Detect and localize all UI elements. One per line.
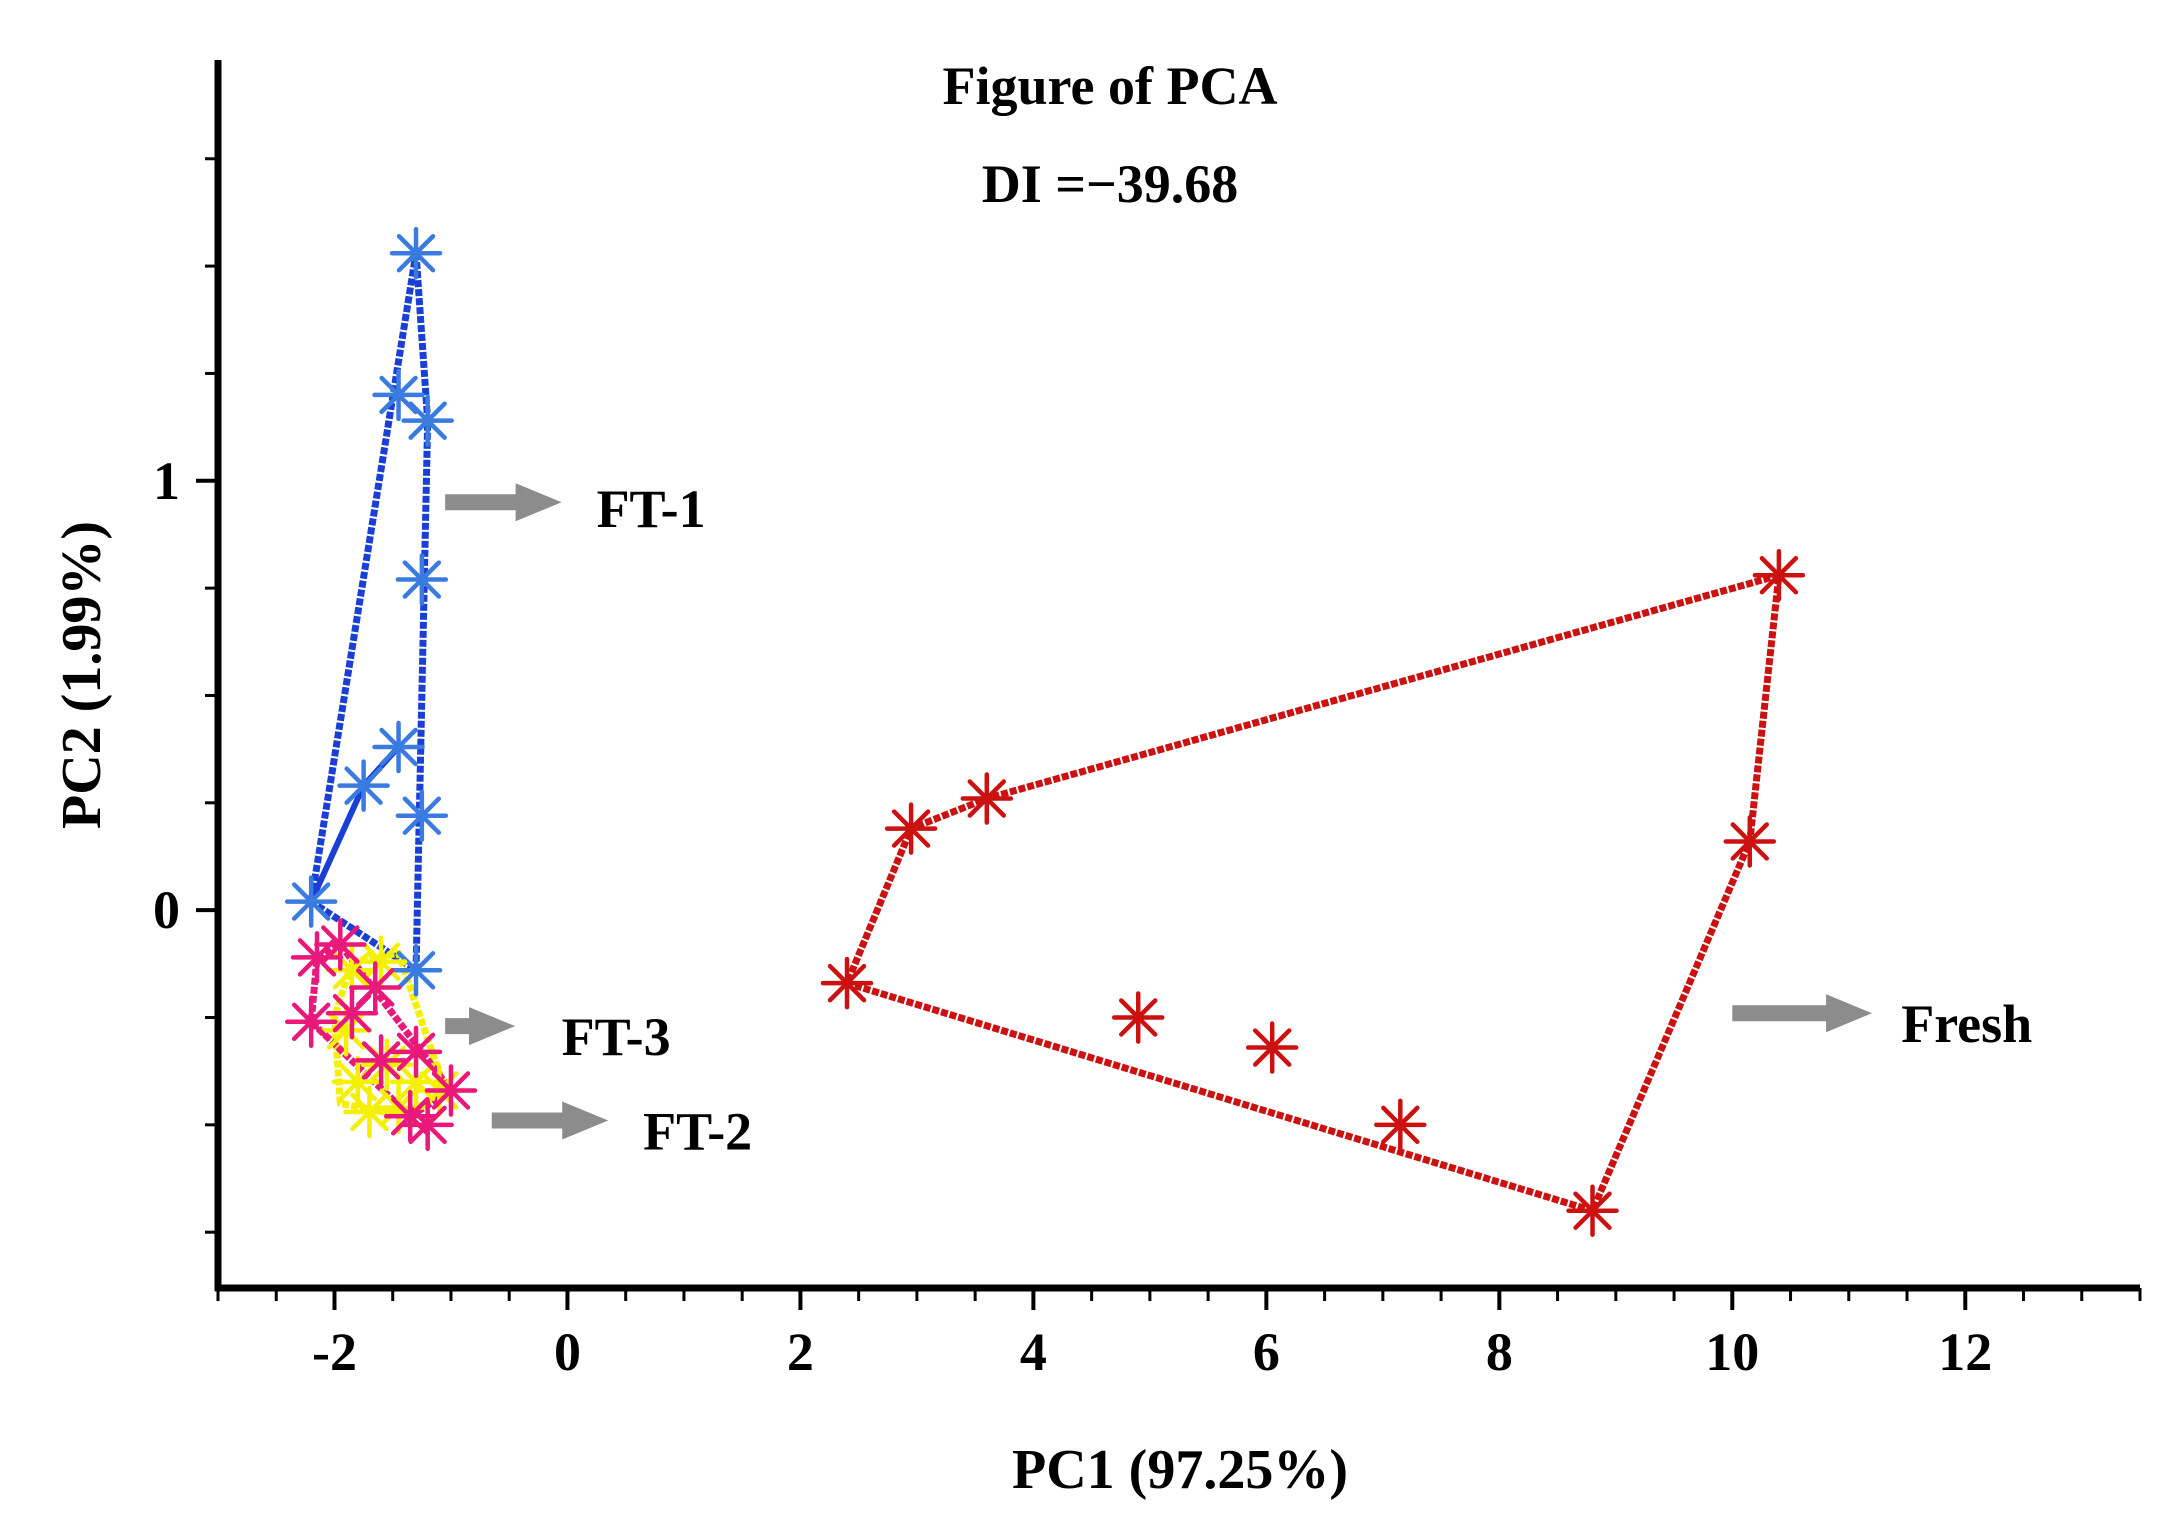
tick-marks <box>196 157 2142 1310</box>
data-point <box>337 759 390 812</box>
data-point <box>1566 1184 1619 1237</box>
data-point <box>1752 548 1806 602</box>
y-tick-label: 1 <box>153 451 180 511</box>
data-point <box>960 772 1014 825</box>
hull-fresh <box>843 571 1783 1215</box>
x-tick-label: 8 <box>1486 1322 1513 1382</box>
data-point <box>349 961 402 1014</box>
data-point <box>372 368 425 422</box>
data-point <box>389 1025 443 1079</box>
arrow-head-ft-3 <box>469 1007 516 1046</box>
group-points <box>284 226 1806 1237</box>
data-point <box>314 918 367 971</box>
x-tick-label: 0 <box>554 1322 581 1382</box>
x-tick-label: 12 <box>1938 1322 1992 1382</box>
data-point <box>401 394 454 447</box>
data-point <box>354 1034 408 1087</box>
label-ft-2: FT-2 <box>643 1101 752 1161</box>
x-tick-label: 10 <box>1705 1322 1759 1382</box>
x-tick-label: 4 <box>1020 1322 1047 1382</box>
data-point <box>401 1098 454 1152</box>
data-point <box>284 995 338 1049</box>
label-ft-1: FT-1 <box>597 479 706 539</box>
group-hulls <box>307 249 1783 1215</box>
data-point <box>1374 1098 1427 1152</box>
data-point <box>389 944 443 997</box>
arrow-head-fresh <box>1826 994 1873 1033</box>
data-point <box>372 720 425 774</box>
y-axis-label: PC2 (1.99%) <box>51 521 113 829</box>
tick-labels: -2 0 2 4 6 8 10 12 0 1 <box>153 451 1992 1382</box>
data-point <box>1723 815 1777 868</box>
chart-title: Figure of PCA <box>943 56 1278 116</box>
annotations: FT-1 FT-3 FT-2 Fresh <box>445 479 2032 1161</box>
data-point <box>354 935 408 988</box>
data-point <box>325 986 379 1040</box>
data-point <box>389 226 443 280</box>
x-axis-label: PC1 (97.25%) <box>1012 1439 1348 1501</box>
data-point <box>884 802 938 855</box>
x-tick-label: 2 <box>787 1322 814 1382</box>
axes <box>214 60 2140 1292</box>
data-point <box>284 875 338 928</box>
data-point <box>395 789 449 842</box>
data-point <box>820 956 874 1010</box>
arrow-head-ft-2 <box>562 1101 609 1140</box>
data-point <box>343 1085 396 1139</box>
y-tick-label: 0 <box>153 880 180 940</box>
data-point <box>1245 1021 1299 1074</box>
data-point <box>1111 991 1165 1044</box>
data-point <box>424 1064 478 1117</box>
data-point <box>395 553 449 606</box>
label-ft-3: FT-3 <box>562 1007 671 1067</box>
x-tick-label: -2 <box>312 1322 357 1382</box>
chart-subtitle: DI =−39.68 <box>982 154 1239 214</box>
label-fresh: Fresh <box>1901 994 2032 1054</box>
arrow-head-ft-1 <box>515 483 562 522</box>
x-tick-label: 6 <box>1253 1322 1280 1382</box>
